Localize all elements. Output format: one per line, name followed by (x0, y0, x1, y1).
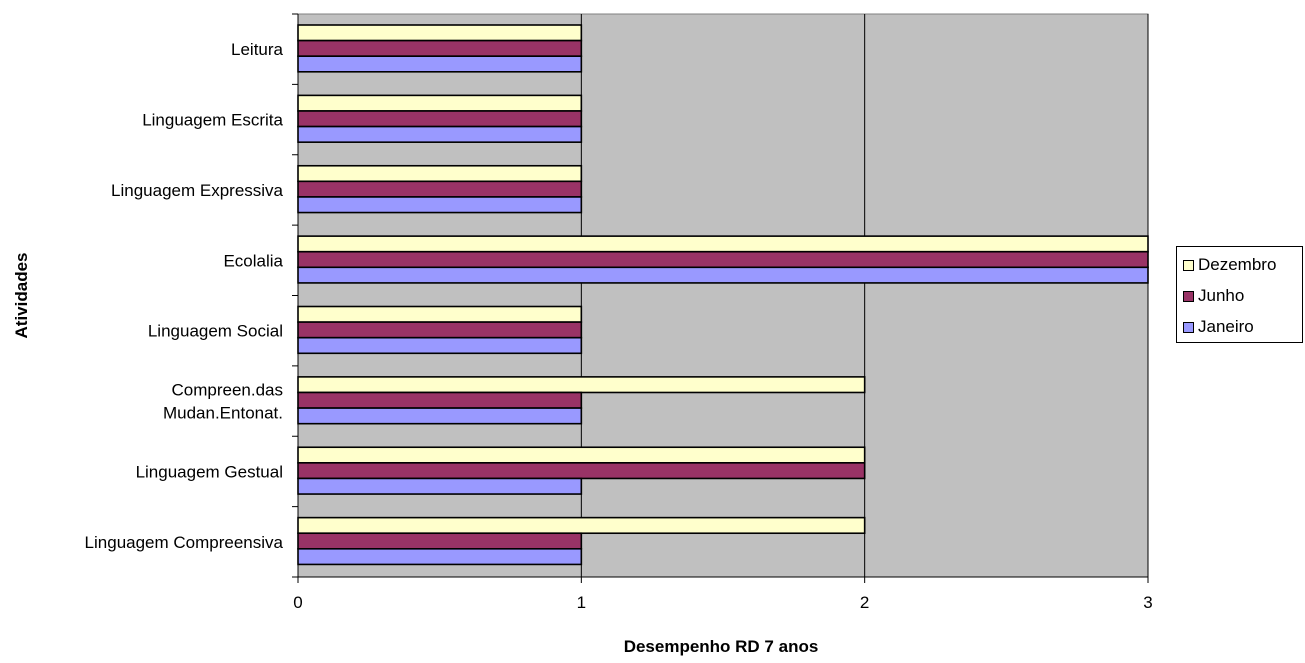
y-tick-label: Linguagem Social (148, 322, 283, 341)
bar-janeiro (297, 55, 583, 73)
bar-janeiro (297, 125, 583, 143)
y-tick-label: Linguagem Gestual (136, 462, 283, 481)
y-tick-label: Mudan.Entonat. (163, 404, 283, 423)
bar-junho (297, 110, 583, 128)
x-tick-label: 0 (293, 593, 302, 612)
y-tick-label: Ecolalia (223, 251, 283, 270)
y-axis-title: Atividades (12, 253, 31, 339)
bar-dezembro (297, 24, 583, 42)
y-tick-label: Leitura (231, 40, 284, 59)
legend-label-junho: Junho (1198, 286, 1245, 305)
legend-swatch-junho (1183, 290, 1194, 302)
bar-dezembro (297, 305, 583, 323)
legend-item-janeiro: Janeiro (1183, 316, 1254, 338)
bar-dezembro (297, 516, 866, 535)
y-tick-label: Linguagem Escrita (142, 111, 283, 130)
bar-janeiro (297, 266, 1149, 284)
x-tick-label: 2 (860, 593, 869, 612)
legend-item-dezembro: Dezembro (1183, 254, 1276, 276)
legend: Dezembro Junho Janeiro (1176, 246, 1303, 343)
bar-junho (297, 321, 583, 339)
y-tick-label: Linguagem Expressiva (111, 181, 284, 200)
legend-item-junho: Junho (1183, 285, 1244, 307)
bar-dezembro (297, 446, 866, 464)
x-tick-label: 3 (1143, 593, 1152, 612)
bar-janeiro (297, 548, 583, 566)
x-axis-title: Desempenho RD 7 anos (624, 637, 819, 656)
legend-swatch-dezembro (1183, 259, 1194, 271)
bar-janeiro (297, 477, 583, 495)
bar-dezembro (297, 164, 583, 183)
bar-janeiro (297, 196, 583, 214)
bar-dezembro (297, 94, 583, 112)
bar-junho (297, 250, 1149, 269)
bar-junho (297, 462, 866, 480)
y-tick-label: Linguagem Compreensiva (85, 533, 284, 552)
legend-swatch-janeiro (1183, 321, 1194, 333)
x-tick-label: 1 (577, 593, 586, 612)
bar-junho (297, 532, 583, 550)
legend-label-janeiro: Janeiro (1198, 317, 1254, 336)
bar-dezembro (297, 235, 1149, 253)
bar-janeiro (297, 407, 583, 425)
bar-dezembro (297, 376, 866, 394)
bar-junho (297, 391, 583, 409)
bar-junho (297, 39, 583, 57)
legend-label-dezembro: Dezembro (1198, 255, 1277, 274)
bar-janeiro (297, 336, 583, 355)
y-tick-label: Compreen.das (171, 381, 283, 400)
bar-junho (297, 180, 583, 198)
